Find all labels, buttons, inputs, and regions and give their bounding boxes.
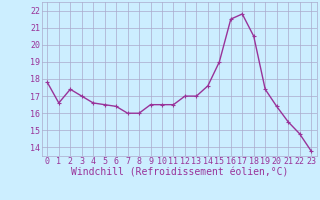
X-axis label: Windchill (Refroidissement éolien,°C): Windchill (Refroidissement éolien,°C) bbox=[70, 168, 288, 178]
